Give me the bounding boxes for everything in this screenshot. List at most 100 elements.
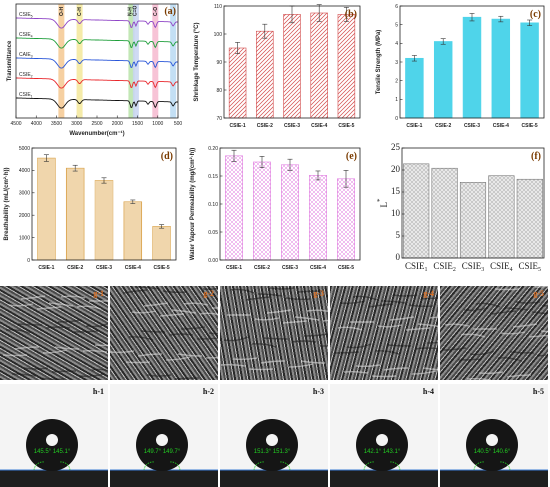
x-tick-label: 3000	[71, 121, 82, 127]
y-axis-label: L*	[376, 198, 389, 208]
fiber-texture	[389, 316, 415, 321]
x-tick-label: CSIE3	[462, 261, 485, 273]
band-label: C=O	[133, 5, 139, 16]
fiber-texture	[171, 309, 197, 314]
y-tick-label: 3000	[19, 191, 30, 197]
y-tick-label: 25	[391, 142, 401, 152]
bar-csie-2	[253, 161, 271, 261]
contact-angle-value: 142.1° 143.1°	[364, 449, 401, 455]
angle-arc-right	[279, 461, 291, 471]
fiber-texture	[322, 319, 328, 322]
y-tick-label: 5	[395, 22, 398, 28]
x-tick-label: 4500	[10, 121, 21, 127]
y-tick-label: 5	[396, 230, 401, 240]
fiber-texture	[503, 307, 529, 311]
fiber-texture	[392, 294, 418, 297]
bar-csie-3	[94, 180, 114, 261]
substrate	[0, 470, 108, 487]
bar-csie-4	[310, 12, 328, 119]
fiber-texture	[60, 295, 86, 299]
sem-image: g-1	[0, 286, 108, 380]
fiber-texture	[478, 371, 504, 375]
tensile-bar-plot: CSIE-1 CSIE-2 CSIE-3 CSIE-4 CSIE-5 0 1 2 3 4 5 6 Ten…	[376, 4, 545, 129]
absorption-band	[76, 4, 83, 118]
series-label: CSIE1	[19, 92, 33, 99]
fiber-texture	[414, 347, 438, 350]
bar-csie-1	[228, 47, 247, 119]
fiber-texture	[429, 316, 438, 319]
fiber-texture	[91, 368, 108, 372]
y-tick-label: 4	[395, 41, 398, 47]
fiber-texture	[343, 370, 369, 374]
fiber-texture	[177, 353, 203, 357]
x-tick-label: CSIE-1	[406, 123, 422, 129]
panel-label: (e)	[346, 151, 357, 162]
x-tick-label: 3500	[51, 121, 62, 127]
fiber-texture	[540, 330, 548, 333]
fiber-texture	[202, 287, 218, 290]
contact-angle-image-label: h-1	[92, 387, 104, 396]
series-label: CAIE3	[19, 52, 33, 59]
x-tick-label: CSIE-4	[493, 123, 509, 129]
fiber-texture	[51, 370, 77, 373]
fiber-texture	[334, 351, 360, 354]
bar-csie-4	[123, 201, 143, 261]
x-tick-label: CSIE-3	[464, 123, 480, 129]
y-tick-label: 0.05	[208, 230, 218, 236]
shrinkage-bar-plot: CSIE-1 CSIE-2 CSIE-3 CSIE-4 CSIE-5 70 80 90 100 1…	[194, 4, 361, 129]
fiber-texture	[263, 337, 289, 340]
fiber-texture	[54, 346, 80, 350]
fiber-texture	[426, 341, 438, 344]
sem-image: g-4	[330, 286, 438, 380]
fiber-texture	[214, 375, 218, 378]
spectrum-line	[16, 97, 178, 109]
fiber-texture	[232, 357, 258, 361]
fiber-texture	[300, 360, 326, 364]
substrate	[110, 470, 218, 487]
x-tick-label: 1500	[132, 121, 143, 127]
sem-image-label: g-1	[93, 289, 104, 298]
x-tick-label: CSIE-5	[154, 265, 170, 271]
contact-angle-image: 140.5° 140.6° h-5	[440, 384, 548, 487]
fiber-texture	[537, 354, 548, 357]
bar-csie-5	[337, 14, 356, 119]
substrate	[440, 470, 548, 487]
fiber-texture	[165, 356, 191, 361]
fiber-texture	[260, 360, 286, 364]
fiber-texture	[8, 303, 34, 307]
fiber-texture	[257, 293, 283, 297]
fiber-texture	[368, 303, 394, 308]
fiber-texture	[491, 310, 517, 315]
bar-csie4	[488, 175, 515, 259]
fiber-texture	[380, 300, 406, 304]
fiber-texture	[386, 344, 412, 347]
sem-image-label: g-4	[423, 289, 434, 298]
contact-angle-image: 149.7° 149.7° h-2	[110, 384, 218, 487]
fiber-texture	[374, 350, 400, 355]
contact-angle-image-label: h-2	[202, 387, 214, 396]
fiber-texture	[76, 305, 102, 310]
spectrum-line	[16, 17, 178, 29]
contact-angle-value: 140.5° 140.6°	[474, 449, 511, 455]
fiber-texture	[245, 296, 271, 301]
contact-angle-value: 151.3° 151.3°	[254, 449, 291, 455]
bar-csie-3	[281, 164, 299, 261]
fiber-texture	[546, 374, 548, 376]
x-tick-label: 2000	[112, 121, 123, 127]
fiber-texture	[423, 367, 438, 371]
fiber-texture	[168, 333, 194, 336]
fiber-texture	[405, 327, 431, 331]
fiber-texture	[285, 297, 311, 301]
droplet-highlight	[376, 434, 388, 446]
fiber-texture	[543, 304, 548, 307]
y-tick-label: 10	[391, 208, 401, 218]
y-tick-label: 70	[216, 116, 222, 122]
fiber-texture	[220, 363, 246, 367]
fiber-texture	[229, 288, 255, 294]
contact-angle-image: 142.1° 143.1° h-4	[330, 384, 438, 487]
x-tick-label: CSIE1	[405, 261, 428, 273]
fiber-texture	[5, 329, 31, 334]
panel-label: (f)	[531, 151, 541, 162]
fiber-texture	[146, 374, 172, 377]
bar-csie-1	[225, 155, 243, 261]
